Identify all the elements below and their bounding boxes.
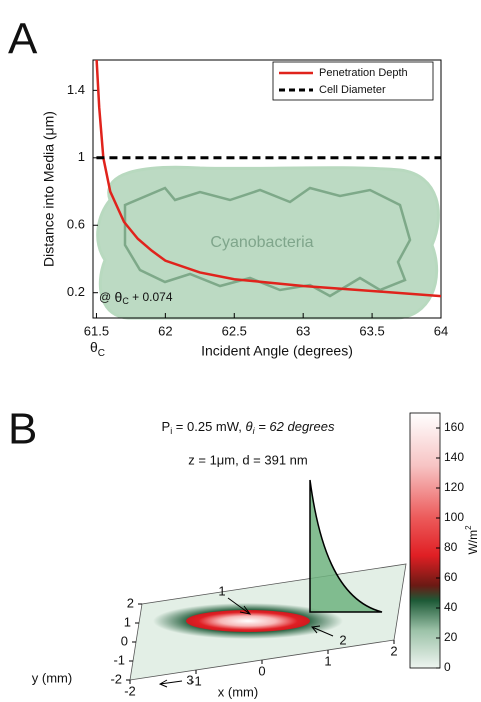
- text-part: @: [99, 290, 115, 304]
- y-tick-label: 0.6: [67, 217, 85, 232]
- decay-profile: [309, 479, 383, 613]
- x-tick-label: -2: [124, 683, 136, 698]
- critical-angle-label: θC: [90, 339, 105, 359]
- x-tick-label: 0: [258, 663, 265, 678]
- x-tick-label: 64: [434, 323, 448, 338]
- colorbar-tick-label: 40: [444, 600, 458, 614]
- y-tick-label: -1: [113, 652, 125, 667]
- plot-title: Pi = 0.25 mW, θi = 62 degrees: [162, 419, 335, 436]
- colorbar-tick-label: 0: [444, 660, 451, 674]
- y-axis-label: Distance into Media (μm): [41, 111, 57, 267]
- x-tick-label: 1: [324, 653, 331, 668]
- x-tick-label: 63.5: [359, 323, 384, 338]
- axes-box: [92, 59, 442, 319]
- annotation: @ θC + 0.074: [99, 289, 173, 307]
- x-tick-label: 62.5: [222, 323, 247, 338]
- cell-illustration: [96, 165, 440, 320]
- text-part: W/m: [466, 530, 480, 555]
- y-tick-label: 1: [124, 614, 131, 629]
- colorbar-tick-label: 140: [444, 450, 464, 464]
- arrow-1: [227, 597, 252, 615]
- arrow-3: [158, 679, 183, 688]
- text-part: θ: [90, 339, 98, 355]
- text-part: = 0.25 mW,: [172, 419, 245, 434]
- plot-area: [95, 60, 441, 298]
- y-tick-label: 0.2: [67, 284, 85, 299]
- text-part: = 62 degrees: [255, 419, 335, 434]
- text-part: C: [122, 296, 129, 306]
- legend-label: Cell Diameter: [319, 84, 386, 96]
- text-part: 2: [464, 525, 473, 530]
- annotation: 3: [186, 672, 193, 687]
- text-part: + 0.074: [129, 290, 173, 304]
- x-tick-label: 2: [390, 643, 397, 658]
- colorbar-tick-label: 160: [444, 420, 464, 434]
- y-tick-label: 1.4: [67, 82, 85, 97]
- text-part: C: [98, 348, 105, 359]
- y-tick-label: 1: [78, 149, 85, 164]
- text-part: i: [253, 426, 256, 436]
- colorbar-tick-label: 20: [444, 630, 458, 644]
- colorbar-tick-label: 60: [444, 570, 458, 584]
- cell-membrane: [123, 186, 412, 298]
- colorbar-tick-label: 120: [444, 480, 464, 494]
- text-part: θ: [115, 289, 123, 305]
- colorbar-tick-label: 100: [444, 510, 464, 524]
- x-tick-label: 61.5: [84, 323, 109, 338]
- y-tick-label: 0: [121, 633, 128, 648]
- y-tick-label: 2: [127, 595, 134, 610]
- arrow-2: [311, 625, 334, 637]
- annotation: 1: [218, 583, 225, 598]
- x-axis-label: x (mm): [218, 684, 258, 699]
- panel-label: A: [8, 15, 38, 64]
- y-axis-label: y (mm): [32, 670, 72, 685]
- beam-spot: [186, 610, 310, 632]
- plot-subtitle: z = 1μm, d = 391 nm: [188, 452, 308, 467]
- text-part: P: [162, 419, 171, 434]
- x-axis-label: Incident Angle (degrees): [201, 343, 353, 359]
- x-tick-label: -1: [190, 673, 202, 688]
- text-part: i: [170, 426, 172, 436]
- y-tick-label: -2: [110, 671, 122, 686]
- colorbar: [409, 412, 441, 669]
- legend-label: Penetration Depth: [319, 67, 408, 79]
- illustration-label: Cyanobacteria: [210, 234, 313, 251]
- annotation: 2: [339, 632, 346, 647]
- data-line: [95, 60, 441, 298]
- colorbar-label: W/m2: [464, 525, 480, 555]
- text-part: θ: [246, 419, 253, 434]
- x-tick-label: 63: [296, 323, 310, 338]
- legend-box: [272, 61, 434, 101]
- panel-label: B: [8, 405, 37, 454]
- x-tick-label: 62: [158, 323, 172, 338]
- colorbar-tick-label: 80: [444, 540, 458, 554]
